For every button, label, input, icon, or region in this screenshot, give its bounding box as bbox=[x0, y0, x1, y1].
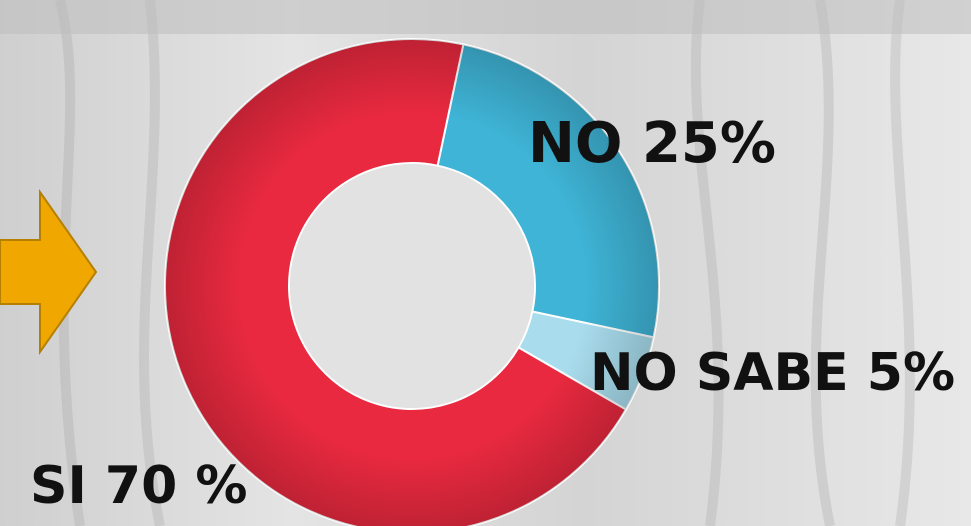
slice-label-3: SI 70 % bbox=[30, 456, 247, 516]
slice-label-2: NO SABE 5% bbox=[590, 343, 955, 403]
slice-label-1: NO 25% bbox=[528, 111, 776, 176]
donut-hole bbox=[290, 164, 534, 408]
arrow-right-icon bbox=[0, 188, 98, 356]
